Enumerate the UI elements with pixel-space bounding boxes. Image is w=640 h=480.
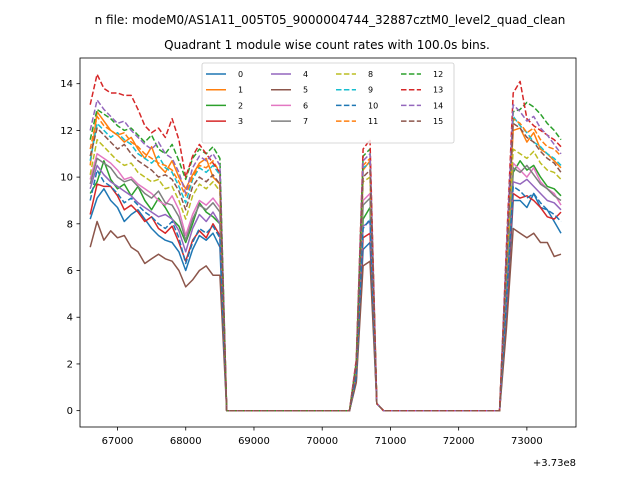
legend-label-15: 15 — [433, 117, 443, 126]
legend-frame — [201, 62, 455, 144]
legend-label-13: 13 — [433, 86, 443, 95]
x-tick-label: 71000 — [375, 436, 407, 447]
legend-label-4: 4 — [303, 70, 308, 79]
x-tick-label: 72000 — [443, 436, 475, 447]
legend-label-3: 3 — [238, 117, 243, 126]
y-tick-label: 2 — [67, 359, 73, 370]
series-line-5 — [89, 220, 562, 412]
y-tick-label: 6 — [67, 266, 73, 277]
legend-label-5: 5 — [303, 86, 308, 95]
y-tick-label: 10 — [60, 173, 73, 184]
legend-label-1: 1 — [238, 86, 243, 95]
chart-title: Quadrant 1 module wise count rates with … — [164, 38, 490, 52]
legend-label-9: 9 — [368, 86, 373, 95]
y-tick-label: 12 — [60, 126, 73, 137]
series-line-10 — [89, 169, 562, 412]
legend-label-8: 8 — [368, 70, 373, 79]
y-tick-label: 8 — [67, 219, 73, 230]
x-offset-label: +3.73e8 — [533, 458, 576, 469]
x-tick-label: 68000 — [170, 436, 202, 447]
legend-label-2: 2 — [238, 101, 243, 110]
y-tick-label: 14 — [60, 79, 73, 90]
series-line-0 — [89, 188, 562, 412]
series-line-3 — [89, 183, 562, 412]
x-axis: 67000 68000 69000 70000 71000 72000 73000 — [102, 427, 543, 447]
series-layer — [89, 73, 562, 412]
series-line-9 — [89, 115, 562, 412]
y-tick-label: 0 — [67, 406, 73, 417]
series-line-8 — [89, 138, 562, 412]
x-tick-label: 69000 — [238, 436, 270, 447]
x-tick-label: 70000 — [306, 436, 338, 447]
legend-label-10: 10 — [368, 101, 378, 110]
series-line-15 — [89, 122, 562, 412]
legend-label-7: 7 — [303, 117, 308, 126]
legend-label-6: 6 — [303, 101, 308, 110]
x-tick-label: 67000 — [102, 436, 134, 447]
series-line-7 — [89, 157, 562, 412]
x-tick-label: 73000 — [511, 436, 543, 447]
legend-label-12: 12 — [433, 70, 443, 79]
figure-suptitle: n file: modeM0/AS1A11_005T05_9000004744_… — [95, 13, 566, 27]
series-line-6 — [89, 153, 562, 412]
legend-label-0: 0 — [238, 70, 243, 79]
y-tick-label: 4 — [67, 313, 73, 324]
series-line-1 — [89, 110, 562, 412]
y-axis: 0 2 4 6 8 10 12 14 — [60, 79, 80, 417]
legend-label-14: 14 — [433, 101, 443, 110]
plot-frame — [79, 57, 577, 428]
series-line-2 — [89, 160, 562, 412]
legend-label-11: 11 — [368, 117, 378, 126]
